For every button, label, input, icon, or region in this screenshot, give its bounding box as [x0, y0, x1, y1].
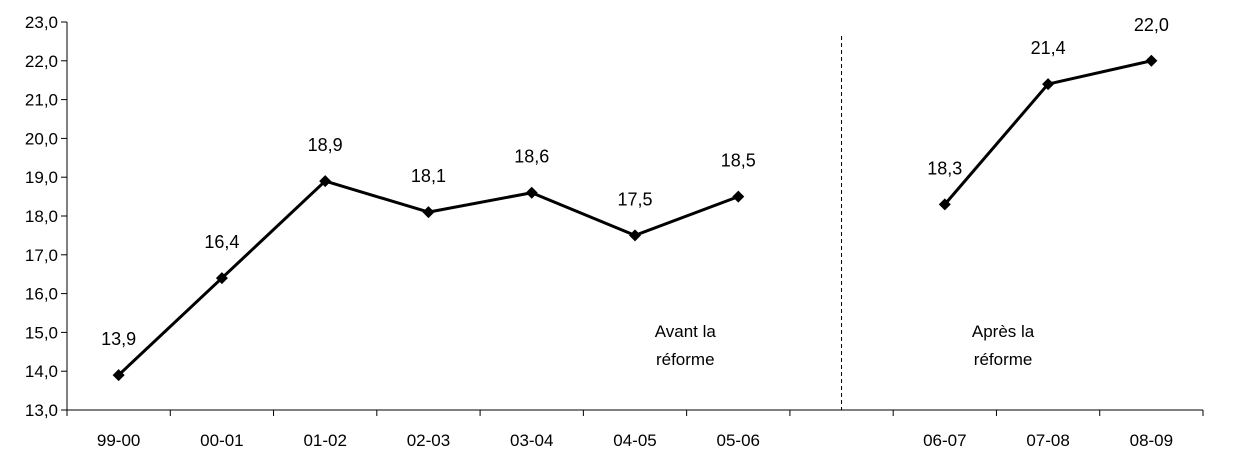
- y-tick-label: 21,0: [25, 91, 58, 110]
- data-point-marker: [525, 186, 538, 199]
- y-tick-label: 18,0: [25, 207, 58, 226]
- x-tick-label: 00-01: [200, 431, 243, 450]
- x-tick-label: 07-08: [1026, 431, 1069, 450]
- x-tick-label: 02-03: [407, 431, 450, 450]
- x-tick-label: 03-04: [510, 431, 553, 450]
- data-label: 13,9: [101, 329, 136, 349]
- data-point-marker: [215, 272, 228, 285]
- data-label: 18,6: [514, 147, 549, 167]
- y-tick-label: 23,0: [25, 13, 58, 32]
- y-tick-label: 16,0: [25, 285, 58, 304]
- data-point-marker: [422, 206, 435, 219]
- annotation-text: Avant la: [655, 322, 717, 341]
- x-tick-label: 99-00: [97, 431, 140, 450]
- data-label: 21,4: [1031, 38, 1066, 58]
- data-label: 18,3: [927, 158, 962, 178]
- y-tick-label: 14,0: [25, 362, 58, 381]
- data-point-marker: [629, 229, 641, 242]
- annotation-text: Après la: [972, 322, 1035, 341]
- data-label: 18,9: [308, 135, 343, 155]
- data-point-marker: [1145, 54, 1158, 67]
- data-point-marker: [1042, 78, 1055, 91]
- data-label: 18,5: [721, 151, 756, 171]
- data-point-marker: [112, 369, 125, 382]
- annotations: Avant la réforme Après la réforme: [655, 322, 1035, 369]
- annotation-text: réforme: [974, 350, 1033, 369]
- y-tick-label: 17,0: [25, 246, 58, 265]
- y-axis-ticks: 13,0 14,0 15,0 16,0 17,0 18,0 19,0 20,0 21,0 22,0…: [25, 13, 67, 420]
- y-tick-label: 19,0: [25, 168, 58, 187]
- y-tick-label: 13,0: [25, 401, 58, 420]
- annotation-text: réforme: [656, 350, 715, 369]
- axes: [66, 22, 1203, 411]
- data-label: 18,1: [411, 166, 446, 186]
- x-tick-label: 04-05: [613, 431, 656, 450]
- y-tick-label: 22,0: [25, 52, 58, 71]
- data-label: 16,4: [204, 232, 239, 252]
- data-point-marker: [732, 190, 745, 203]
- x-axis-ticks: 99-00 00-01 01-02 02-03 03-04 04-05 05-06 06-07…: [66, 410, 1204, 450]
- x-tick-label: 05-06: [717, 431, 760, 450]
- data-markers: [112, 54, 1158, 382]
- data-label: 17,5: [617, 189, 652, 209]
- x-tick-label: 08-09: [1130, 431, 1173, 450]
- data-label: 22,0: [1134, 15, 1169, 35]
- data-point-marker: [319, 175, 332, 188]
- data-point-marker: [938, 198, 951, 211]
- data-labels: 13,9 16,4 18,9 18,1 18,6 17,5 18,5 18,3 21,4 22,0: [101, 15, 1169, 349]
- y-tick-label: 20,0: [25, 129, 58, 148]
- x-tick-label: 06-07: [923, 431, 966, 450]
- x-tick-label: 01-02: [303, 431, 346, 450]
- y-tick-label: 15,0: [25, 323, 58, 342]
